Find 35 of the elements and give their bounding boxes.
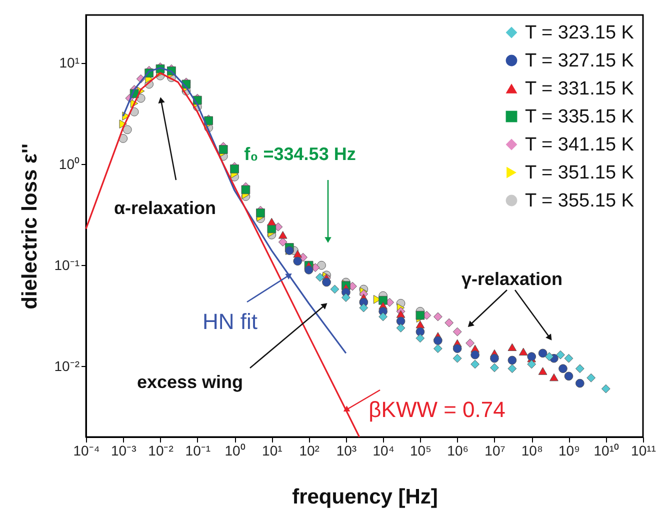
- annotation: α-relaxation: [114, 198, 216, 218]
- legend-label: T = 331.15 K: [525, 78, 634, 100]
- x-tick-label: 10¹¹: [631, 442, 656, 458]
- annotation: f₀ =334.53 Hz: [244, 144, 356, 164]
- y-tick-label: 10⁻²: [54, 358, 80, 374]
- x-axis-title: frequency [Hz]: [292, 486, 438, 508]
- x-tick-label: 10⁻⁴: [73, 442, 100, 458]
- y-axis-title: dielectric loss ε'': [18, 144, 42, 310]
- legend-label: T = 327.15 K: [525, 50, 634, 72]
- x-tick-label: 10⁵: [410, 442, 432, 458]
- legend-label: T = 335.15 K: [525, 106, 634, 128]
- x-tick-label: 10²: [299, 442, 320, 458]
- annotation: βKWW = 0.74: [368, 397, 506, 422]
- y-tick-label: 10¹: [59, 54, 80, 71]
- legend-label: T = 351.15 K: [525, 162, 634, 184]
- x-tick-label: 10⁻³: [111, 442, 137, 458]
- x-tick-label: 10⁹: [558, 442, 580, 458]
- y-tick-label: 10⁻¹: [54, 256, 80, 273]
- x-tick-label: 10³: [336, 442, 357, 458]
- y-tick-label: 10⁰: [58, 156, 80, 172]
- annotation: γ-relaxation: [461, 269, 563, 289]
- x-tick-label: 10⁴: [372, 442, 394, 458]
- x-tick-label: 10⁸: [521, 442, 543, 458]
- annotation: HN fit: [202, 309, 258, 334]
- x-tick-label: 10⁰: [224, 442, 246, 458]
- legend-label: T = 341.15 K: [525, 134, 634, 156]
- legend-label: T = 323.15 K: [525, 22, 634, 44]
- annotation: excess wing: [136, 372, 244, 392]
- legend-label: T = 355.15 K: [525, 190, 634, 212]
- x-tick-label: 10⁷: [484, 442, 506, 458]
- x-tick-label: 10⁻¹: [185, 442, 211, 458]
- x-tick-label: 10⁶: [447, 442, 469, 458]
- x-tick-label: 10¹: [262, 442, 283, 458]
- x-tick-label: 10⁻²: [148, 442, 174, 458]
- x-tick-label: 10¹⁰: [594, 442, 619, 458]
